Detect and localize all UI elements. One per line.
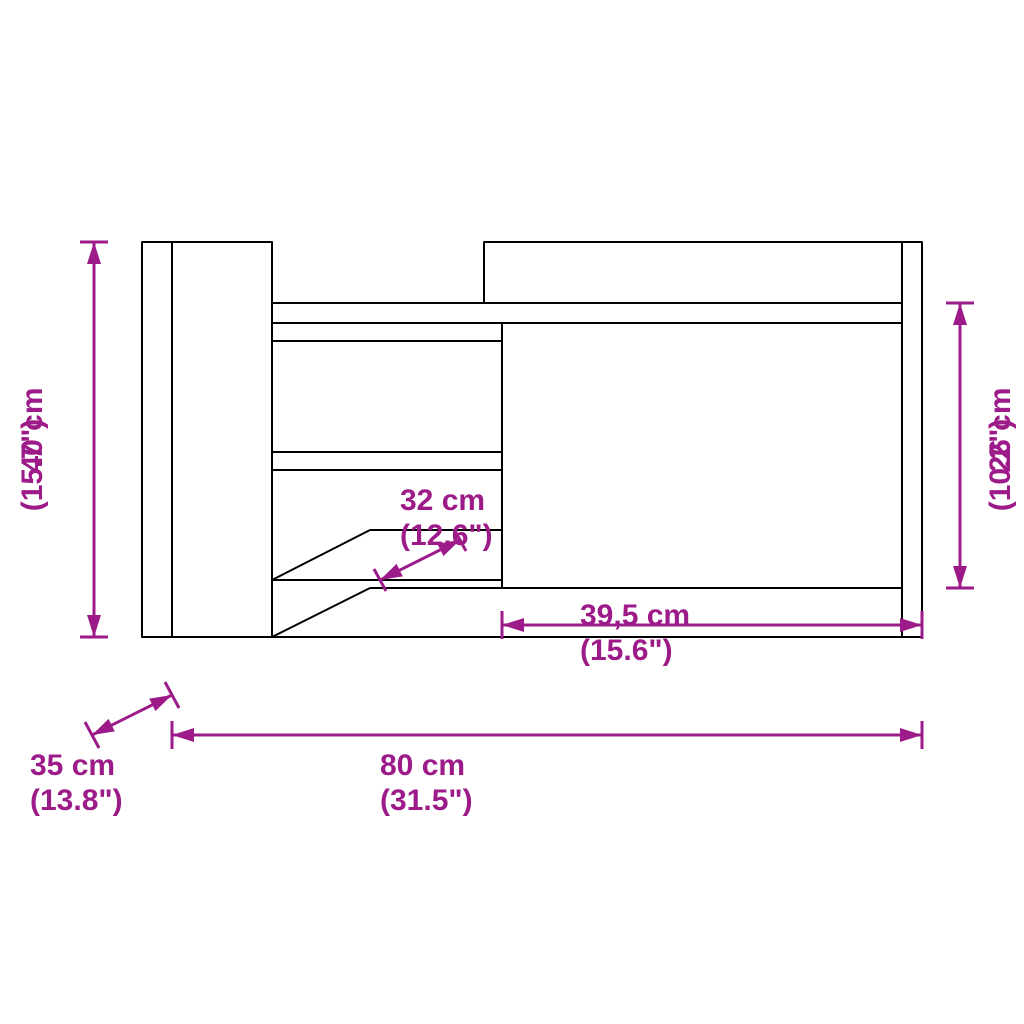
dim-depth-cm: 35 cm xyxy=(30,749,115,782)
dim-height-right-in: (10.2") xyxy=(984,419,1017,512)
dimension-lines xyxy=(80,242,974,749)
dim-shelf-depth-cm: 32 cm xyxy=(400,484,485,517)
dim-shelf-depth-in: (12.6") xyxy=(400,519,493,552)
dim-drawer-width-cm: 39,5 cm xyxy=(580,599,690,632)
furniture-drawing xyxy=(142,242,922,637)
dim-height-left-in: (15.7") xyxy=(16,419,49,512)
dimension-labels: 40 cm(15.7")26 cm(10.2")35 cm(13.8")80 c… xyxy=(16,387,1017,817)
dim-width-cm: 80 cm xyxy=(380,749,465,782)
dim-drawer-width-in: (15.6") xyxy=(580,634,673,667)
dim-width-in: (31.5") xyxy=(380,784,473,817)
dim-depth-in: (13.8") xyxy=(30,784,123,817)
